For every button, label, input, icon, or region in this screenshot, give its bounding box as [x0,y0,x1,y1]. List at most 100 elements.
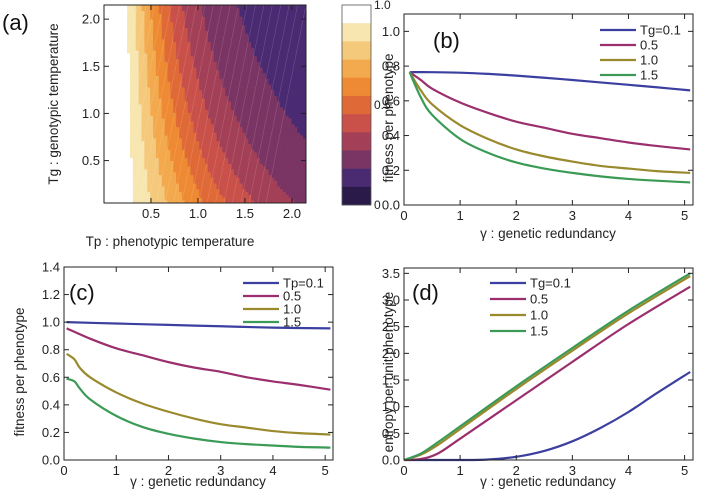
heatmap-cell [170,61,174,65]
heatmap-cell [144,64,148,68]
heatmap-cell [213,106,217,111]
heatmap-cell [239,194,243,198]
heatmap-cell [184,33,189,37]
heatmap-cell [127,149,131,153]
heatmap-cell [164,41,168,45]
heatmap-cell [181,61,186,65]
heatmap-cell [124,67,128,71]
heatmap-cell [141,104,145,108]
heatmap-cell [112,92,116,96]
heatmap-cell [199,118,203,122]
heatmap-cell [282,101,287,105]
heatmap-cell [282,104,287,108]
heatmap-cell [265,70,269,74]
heatmap-cell [297,70,301,74]
heatmap-cell [245,75,249,79]
heatmap-cell [173,36,177,40]
heatmap-cell [190,98,194,102]
heatmap-cell [271,47,275,51]
heatmap-cell [141,36,145,40]
heatmap-cell [228,75,232,79]
heatmap-cell [256,36,261,40]
heatmap-cell [233,154,238,159]
heatmap-cell [179,16,183,20]
heatmap-cell [294,87,298,91]
heatmap-cell [205,146,209,150]
heatmap-cell [147,24,151,29]
heatmap-cell [167,38,171,43]
heatmap-cell [109,41,114,45]
heatmap-cell [199,64,203,68]
heatmap-cell [170,67,174,71]
heatmap-cell [202,7,206,12]
heatmap-cell [216,191,220,195]
heatmap-cell [144,152,148,156]
heatmap-cell [228,87,232,91]
heatmap-cell [225,115,229,119]
heatmap-cell [291,194,295,198]
heatmap-cell [205,95,209,99]
heatmap-cell [297,21,301,26]
heatmap-cell [282,160,287,164]
heatmap-cell [167,75,171,79]
heatmap-cell [225,160,229,164]
heatmap-cell [213,160,217,164]
heatmap-cell [161,106,165,111]
heatmap-cell [245,55,249,60]
heatmap-cell [132,30,137,34]
heatmap-cell [193,183,197,187]
heatmap-cell [230,58,235,62]
heatmap-cell [199,87,203,91]
heatmap-cell [147,126,151,130]
heatmap-cell [236,64,241,68]
heatmap-cell [288,81,292,85]
heatmap-cell [256,53,261,57]
heatmap-cell [129,53,134,57]
heatmap-cell [233,75,238,79]
heatmap-cell [222,163,226,167]
heatmap-cell [245,36,249,40]
heatmap-cell [207,115,212,119]
heatmap-cell [104,200,108,204]
heatmap-cell [285,188,290,193]
heatmap-cell [190,129,194,133]
heatmap-cell [222,87,226,91]
heatmap-cell [109,5,114,9]
heatmap-cell [248,5,252,9]
heatmap-cell [207,109,212,113]
heatmap-cell [280,146,284,150]
heatmap-cell [181,44,186,48]
heatmap-cell [141,191,145,195]
heatmap-cell [104,123,108,128]
heatmap-cell [190,143,194,147]
heatmap-cell [303,75,307,79]
heatmap-cell [236,47,241,51]
heatmap-cell [242,137,246,142]
heatmap-cell [207,5,212,9]
heatmap-cell [274,95,278,99]
heatmap-cell [271,27,275,31]
heatmap-cell [236,194,241,198]
heatmap-cell [205,160,209,164]
heatmap-cell [150,92,154,96]
heatmap-cell [207,38,212,43]
heatmap-cell [277,126,281,130]
heatmap-cell [144,92,148,96]
heatmap-cell [144,197,148,201]
heatmap-cell [106,95,111,99]
heatmap-cell [219,92,223,96]
heatmap-cell [303,95,307,99]
heatmap-cell [259,137,264,142]
heatmap-cell [135,166,140,170]
heatmap-cell [265,10,269,14]
heatmap-cell [121,166,125,170]
heatmap-cell [124,115,128,119]
heatmap-cell [280,174,284,178]
heatmap-cell [259,44,264,48]
heatmap-cell [106,163,111,167]
heatmap-cell [236,24,241,29]
heatmap-cell [190,140,194,144]
heatmap-cell [210,171,215,176]
heatmap-cell [233,191,238,195]
heatmap-cell [291,200,295,204]
